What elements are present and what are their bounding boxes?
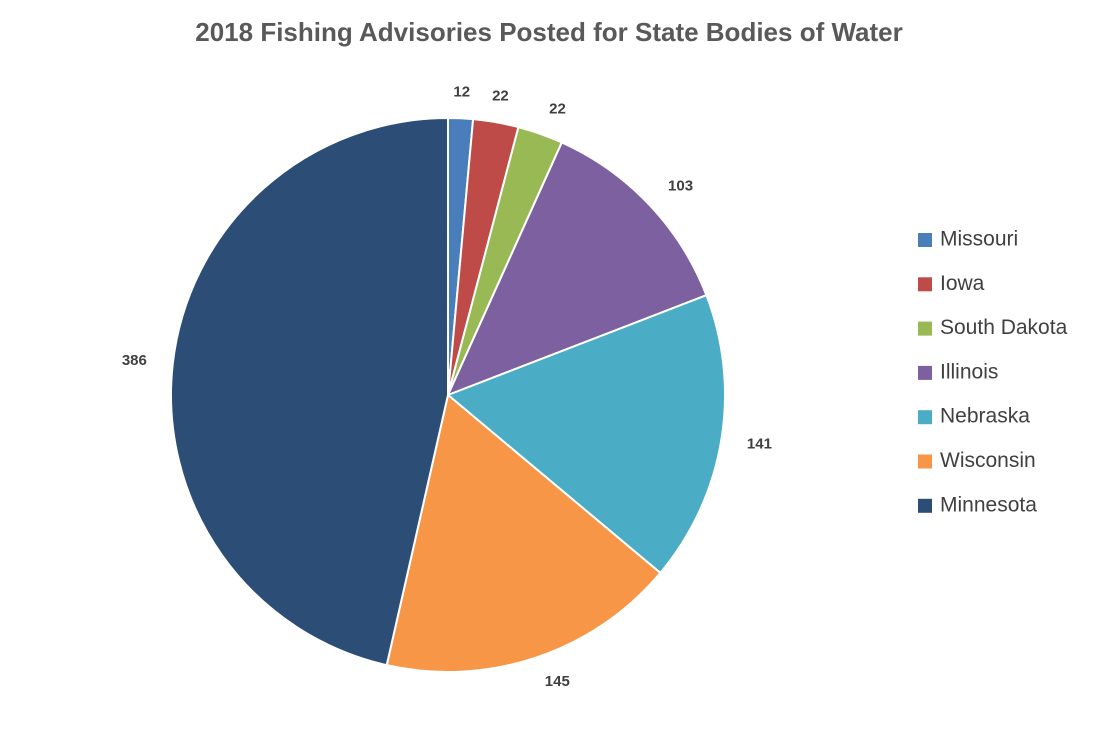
legend-swatch (918, 365, 932, 380)
legend-swatch (918, 498, 932, 513)
legend-swatch (918, 410, 932, 425)
legend-swatch (918, 454, 932, 469)
legend-label: Nebraska (940, 405, 1030, 428)
pie-slice (446, 141, 708, 397)
data-label: 141 (747, 436, 772, 453)
pie-slice (446, 293, 726, 575)
legend-label: South Dakota (940, 316, 1068, 339)
legend-label: Iowa (940, 272, 985, 295)
data-label: 12 (453, 83, 470, 100)
legend-label: Missouri (940, 228, 1018, 251)
legend-swatch (918, 321, 932, 336)
pie-slice (385, 393, 662, 673)
legend-swatch (918, 233, 932, 247)
legend-label: Minnesota (940, 493, 1037, 516)
legend-label: Wisconsin (940, 449, 1036, 472)
legend-swatch (918, 277, 932, 292)
data-label: 103 (668, 178, 693, 195)
chart-title: 2018 Fishing Advisories Posted for State… (195, 17, 902, 47)
data-label: 22 (549, 100, 566, 117)
legend-label: Illinois (940, 360, 998, 383)
data-label: 22 (492, 88, 509, 105)
pie-slice (170, 116, 449, 667)
data-label: 386 (122, 352, 147, 369)
data-label: 145 (545, 673, 570, 690)
